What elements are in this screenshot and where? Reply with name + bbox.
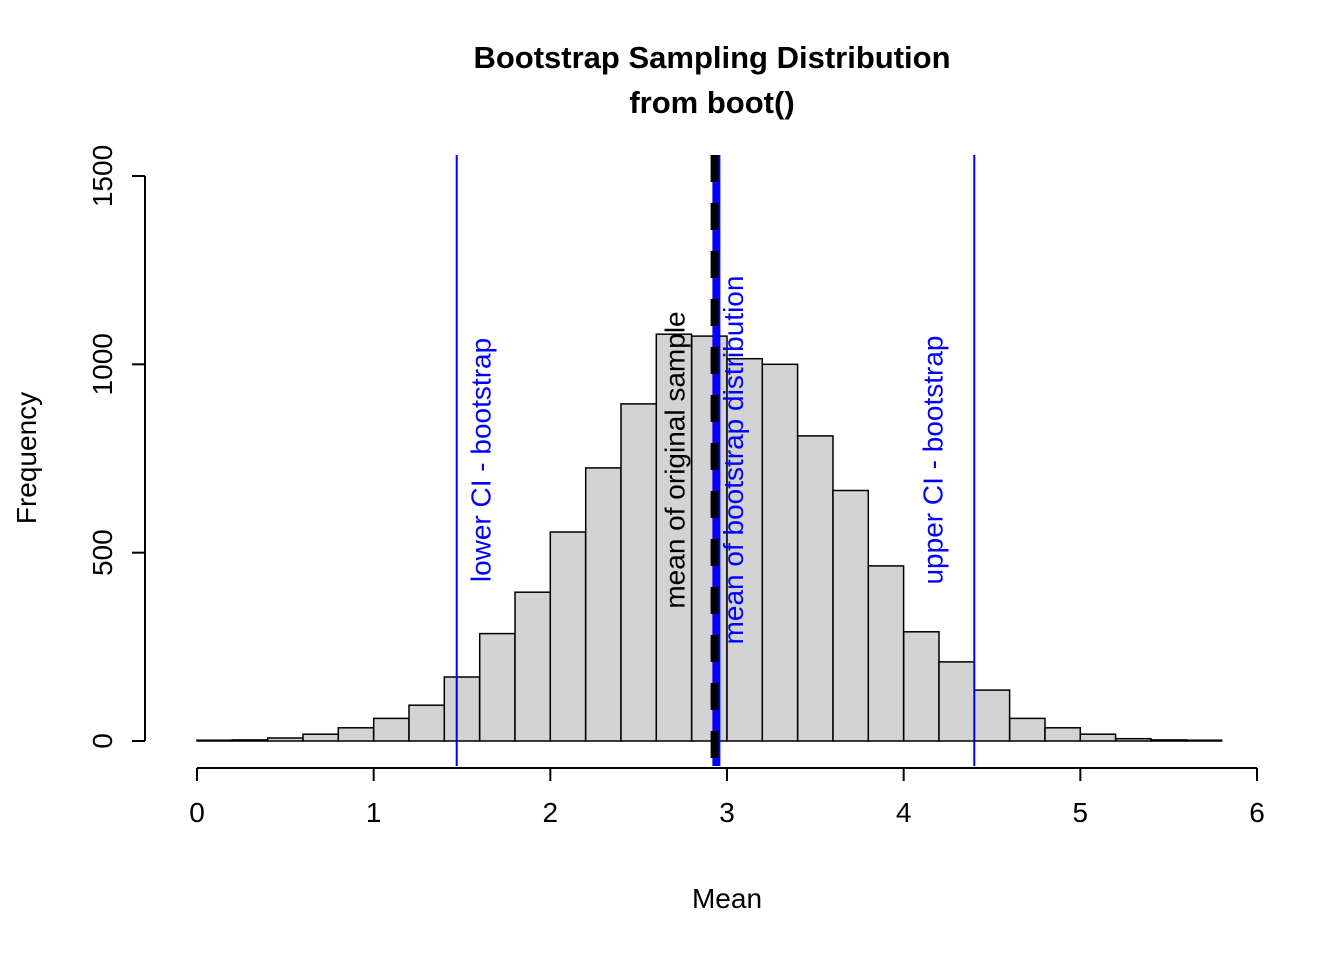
histogram-bar <box>408 704 446 742</box>
chart-title-line2: from boot() <box>629 85 794 120</box>
histogram-bar <box>726 357 764 742</box>
y-tick-label: 1500 <box>87 145 118 207</box>
histogram-bar <box>655 333 693 742</box>
x-tick-label: 1 <box>366 797 382 828</box>
histogram-bar <box>231 739 269 742</box>
y-tick-label: 0 <box>87 733 118 749</box>
axes: 0 1 2 3 4 5 6 0 500 1000 1500 <box>87 145 1265 828</box>
x-tick-label: 6 <box>1249 797 1265 828</box>
chart-title-line1: Bootstrap Sampling Distribution <box>473 40 950 75</box>
histogram-bar <box>196 739 234 742</box>
histogram-bar <box>761 363 799 742</box>
histogram-bar <box>584 467 622 742</box>
histogram-bar <box>549 531 587 742</box>
y-axis-label: Frequency <box>11 392 42 524</box>
x-tick-label: 2 <box>543 797 559 828</box>
histogram-bars <box>196 333 1223 742</box>
histogram-bar <box>796 435 834 742</box>
reference-lines <box>455 155 976 766</box>
histogram-bar <box>938 661 976 742</box>
x-axis-label: Mean <box>692 883 762 914</box>
histogram-bar <box>514 591 552 742</box>
histogram-bar <box>902 631 940 742</box>
histogram-bar <box>337 727 375 742</box>
reference-line-labels: lower CI - bootstrap upper CI - bootstrap… <box>465 276 948 645</box>
y-tick-label: 1000 <box>87 333 118 395</box>
histogram-bar <box>1079 733 1117 742</box>
x-tick-label: 5 <box>1073 797 1089 828</box>
x-tick-label: 3 <box>719 797 735 828</box>
histogram-bar <box>443 676 481 742</box>
histogram-bar <box>1150 739 1188 742</box>
histogram-bar <box>832 489 870 742</box>
y-tick-label: 500 <box>87 529 118 576</box>
histogram-bar <box>973 689 1011 742</box>
histogram-bar <box>302 733 340 742</box>
histogram-bar <box>867 565 905 742</box>
reference-line-label: mean of original sample <box>660 311 691 608</box>
histogram-bar <box>478 632 516 742</box>
histogram-bar <box>1044 727 1082 742</box>
x-tick-label: 4 <box>896 797 912 828</box>
reference-line-label: mean of bootstrap distribution <box>718 276 749 645</box>
x-tick-label: 0 <box>189 797 205 828</box>
histogram-bar <box>1114 737 1152 742</box>
histogram-bar <box>266 737 304 742</box>
histogram-bar <box>690 335 728 742</box>
histogram-bar <box>1008 717 1046 742</box>
reference-line-label: upper CI - bootstrap <box>918 335 949 584</box>
histogram-bar <box>1185 739 1223 742</box>
histogram-bar <box>620 403 658 742</box>
reference-line-label: lower CI - bootstrap <box>465 338 496 582</box>
histogram-bar <box>372 717 410 742</box>
